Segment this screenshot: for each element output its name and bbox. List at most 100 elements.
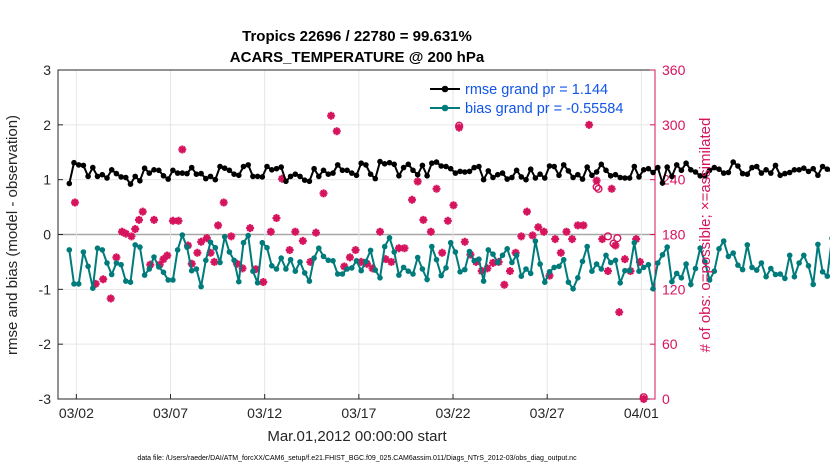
bias-point [509,259,515,266]
obs-assimilated-glyph [70,198,79,207]
rmse-point [612,171,619,178]
rmse-point [160,173,167,179]
obs-assimilated-marker [291,227,300,236]
rmse-point [706,167,713,174]
bias-point [622,267,628,274]
obs-assimilated-glyph [187,259,196,268]
bias-point [617,280,623,286]
obs-assimilated-marker [150,215,159,224]
rmse-point [786,169,793,176]
rmse-point [316,173,322,180]
bias-point [113,260,120,266]
x-tick-label: 03/22 [435,405,470,421]
obs-assimilated-marker [635,257,644,266]
bias-point [702,259,708,265]
bias-point [593,261,600,267]
bias-point [716,246,722,252]
obs-assimilated-marker [545,271,554,280]
x-tick-label: 03/02 [59,405,94,421]
obs-assimilated-marker [585,120,594,129]
bias-point [94,245,101,251]
obs-assimilated-glyph [232,259,241,268]
rmse-point [556,172,562,179]
obs-assimilated-marker [611,241,620,250]
bias-point [184,244,190,250]
obs-assimilated-marker [259,278,268,287]
rmse-point [546,163,553,169]
obs-assimilated-glyph [99,275,108,284]
bias-point [527,270,534,277]
bias-point [424,276,430,283]
bias-point [226,249,233,255]
obs-assimilated-marker [278,174,287,183]
bias-point [570,286,576,292]
obs-assimilated-glyph [635,257,644,266]
data-series [66,158,830,292]
bias-point [824,273,830,279]
rmse-point [165,176,171,182]
obs-assimilated-marker [639,395,648,403]
bias-point [104,260,110,266]
obs-assimilated-marker [91,279,100,288]
rmse-point [457,168,463,175]
legend-bias-label: bias grand pr = -0.55584 [465,101,623,117]
bias-point [640,264,647,271]
rmse-point [320,167,327,174]
rmse-point [75,162,82,168]
obs-assimilated-marker [134,215,143,224]
obs-assimilated-glyph [357,257,366,266]
rmse-point [622,175,628,181]
obs-assimilated-marker [197,237,206,246]
bias-point [692,265,699,272]
rmse-point [711,164,718,171]
obs-assimilated-marker [592,176,601,185]
rmse-point [306,178,313,185]
rmse-point [184,170,190,177]
bias-point [325,257,332,264]
y2-tick-label: 120 [662,281,686,297]
rmse-point [542,175,548,181]
obs-assimilated-glyph [163,251,172,260]
obs-assimilated-glyph [611,241,620,250]
legend: rmse grand pr = 1.144 bias grand pr = -0… [430,82,623,117]
bias-point [523,266,529,272]
bias-point [499,252,506,259]
bias-point [287,256,294,263]
rmse-point [254,173,261,180]
obs-assimilated-marker [438,248,447,257]
obs-assimilated-marker [99,275,108,284]
rmse-point [292,171,299,177]
obs-assimilated-glyph [432,184,441,193]
obs-assimilated-glyph [259,278,268,287]
rmse-point [245,162,251,168]
rmse-point [617,174,623,181]
rmse-point [377,158,383,165]
bias-point [75,281,82,287]
obs-assimilated-glyph [455,123,464,132]
bias-point [278,255,285,261]
rmse-point [311,165,317,172]
rmse-point [645,165,652,172]
bias-point [673,270,680,277]
rmse-point [810,165,816,172]
obs-assimilated-marker [400,244,409,253]
rmse-point [636,174,642,180]
rmse-point [485,168,492,174]
bias-point [452,249,459,255]
rmse-point [598,161,605,168]
obs-assimilated-marker [159,255,168,264]
rmse-point [513,167,520,174]
obs-assimilated-marker [272,214,281,223]
rmse-point [156,167,162,174]
rmse-point [372,175,379,182]
rmse-point [94,173,101,180]
obs-assimilated-marker [615,308,624,317]
obs-assimilated-marker [419,215,428,224]
bias-point [584,243,590,250]
obs-assimilated-glyph [522,207,531,216]
bias-point [297,259,303,265]
bias-point [494,259,501,266]
obs-assimilated-glyph [272,214,281,223]
y-axis-label: rmse and bias (model - observation) [4,115,21,355]
